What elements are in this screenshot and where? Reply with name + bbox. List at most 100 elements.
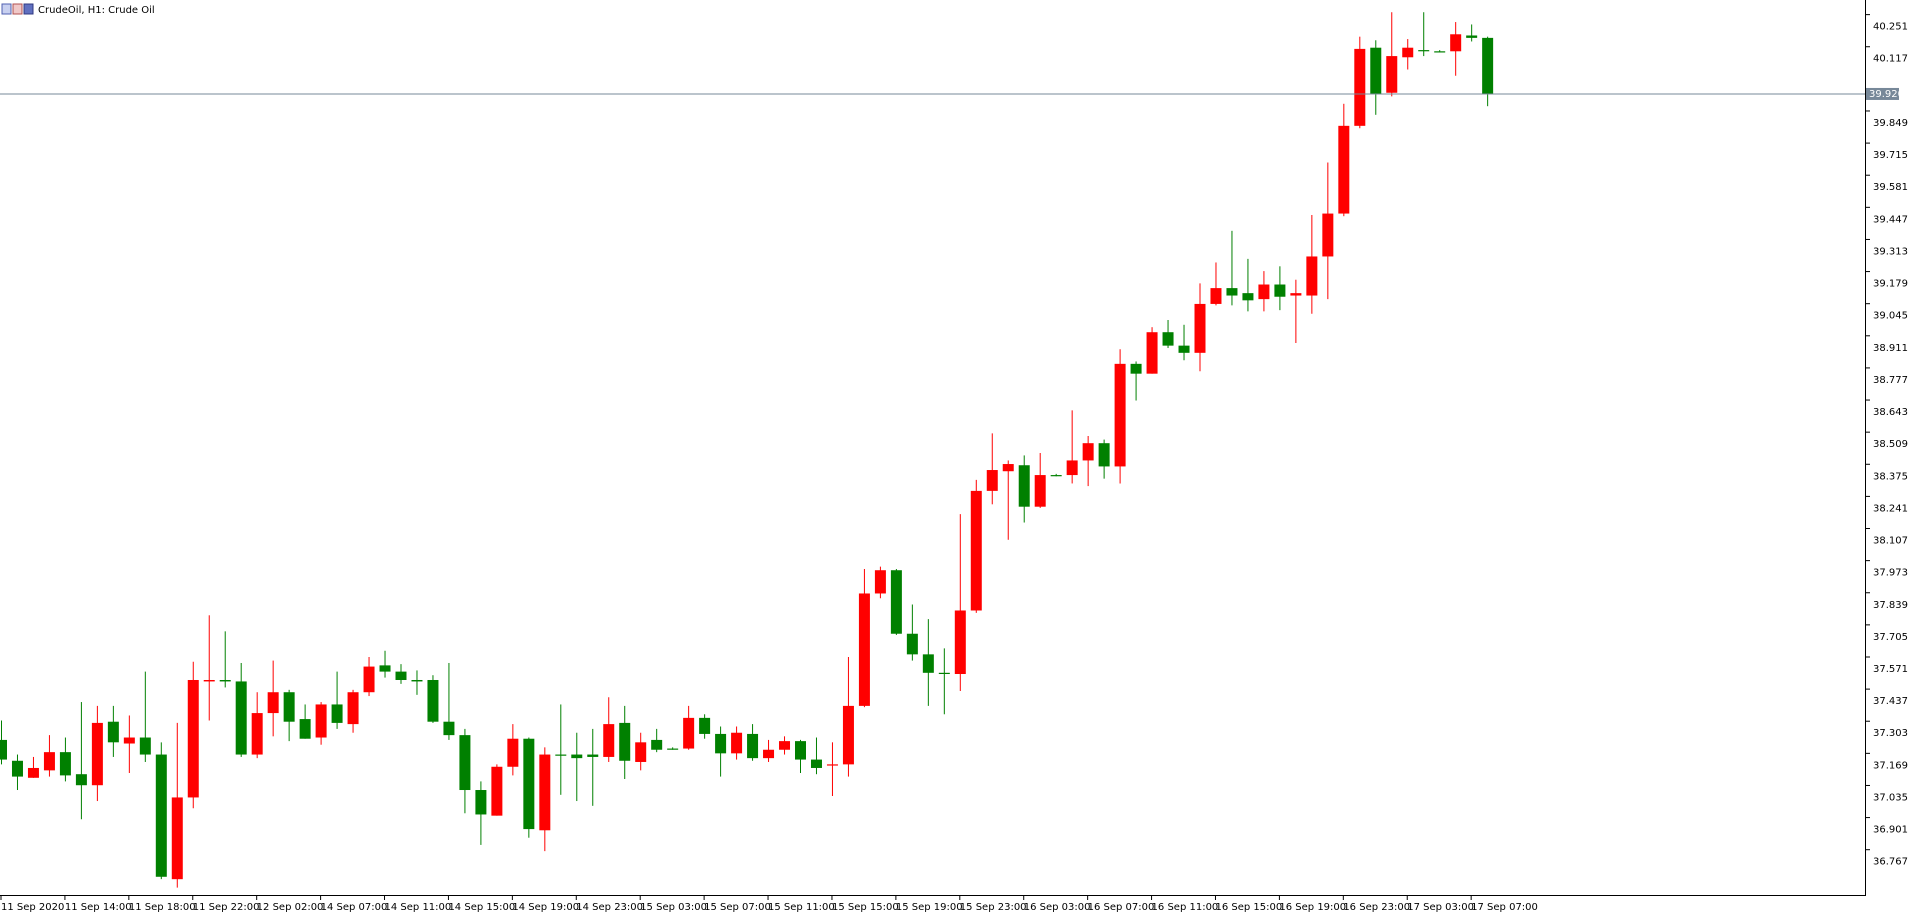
plot-area <box>0 12 1865 888</box>
candle-body <box>906 633 918 655</box>
x-tick-label: 16 Sep 23:00 <box>1343 902 1410 913</box>
candle-body <box>171 797 183 880</box>
candle-body <box>890 570 902 634</box>
x-tick-label: 12 Sep 02:00 <box>257 902 324 913</box>
candle-body <box>187 679 199 798</box>
y-tick-label: 39.581 <box>1873 182 1908 193</box>
candle-body <box>1482 37 1494 94</box>
candle-body <box>747 733 759 759</box>
candle-body <box>491 766 503 816</box>
y-tick-label: 37.169 <box>1873 760 1908 771</box>
x-tick-label: 15 Sep 07:00 <box>704 902 771 913</box>
candle-body <box>1034 475 1046 507</box>
candle-body <box>379 665 391 672</box>
candle-body <box>874 570 886 594</box>
candle-body <box>587 754 599 757</box>
candle-body <box>635 742 647 762</box>
y-tick-label: 39.715 <box>1873 150 1908 161</box>
candle-body <box>1434 51 1446 53</box>
candle-body <box>1098 443 1110 467</box>
chart-title: CrudeOil, H1: Crude Oil <box>38 5 155 16</box>
candle-body <box>970 490 982 611</box>
current-price-box <box>1866 87 1899 100</box>
candle-body <box>1290 293 1302 296</box>
y-tick-label: 39.447 <box>1873 214 1908 225</box>
candle-body <box>203 679 215 682</box>
x-tick-label: 14 Sep 11:00 <box>385 902 452 913</box>
candle-body <box>75 774 87 786</box>
candle-body <box>1402 47 1414 58</box>
candle-body <box>331 704 343 723</box>
y-tick-label: 37.571 <box>1873 664 1908 675</box>
candle-body <box>954 610 966 675</box>
candle-body <box>1306 256 1318 296</box>
candle-body <box>1258 284 1270 300</box>
x-tick-label: 11 Sep 22:00 <box>193 902 260 913</box>
candle-body <box>219 679 231 682</box>
candle-body <box>571 754 583 759</box>
candle-body <box>1082 443 1094 461</box>
y-tick-label: 39.849 <box>1873 118 1908 129</box>
candle-body <box>139 737 151 755</box>
candle-body <box>107 721 119 743</box>
candle-body <box>795 741 806 760</box>
x-tick-label: 14 Sep 19:00 <box>512 902 579 913</box>
candle-body <box>938 672 950 675</box>
candle-body <box>1242 293 1254 301</box>
candle-body <box>826 764 838 766</box>
candle-body <box>539 754 551 831</box>
candle-body <box>443 721 455 736</box>
candle-body <box>1226 288 1238 296</box>
candle-body <box>363 666 375 693</box>
x-tick-label: 15 Sep 11:00 <box>768 902 835 913</box>
x-tick-label: 17 Sep 07:00 <box>1471 902 1538 913</box>
x-tick-label: 14 Sep 15:00 <box>448 902 515 913</box>
y-tick-label: 38.375 <box>1873 471 1908 482</box>
y-tick-label: 38.107 <box>1873 536 1908 547</box>
candle-body <box>1130 363 1142 374</box>
y-tick-label: 37.839 <box>1873 600 1908 611</box>
x-tick-label: 16 Sep 11:00 <box>1152 902 1219 913</box>
x-tick-label: 16 Sep 15:00 <box>1215 902 1282 913</box>
x-tick-label: 11 Sep 2020 <box>1 902 64 913</box>
candle-body <box>651 739 663 750</box>
candle-body <box>810 759 822 768</box>
y-tick-label: 38.643 <box>1873 407 1908 418</box>
candle-body <box>283 692 295 722</box>
candle-body <box>475 790 487 815</box>
y-tick-label: 36.767 <box>1873 857 1908 868</box>
x-tick-label: 15 Sep 23:00 <box>960 902 1027 913</box>
candle-body <box>411 679 423 682</box>
candle-body <box>523 738 535 830</box>
candle-body <box>0 739 7 760</box>
candle-body <box>1386 56 1398 93</box>
candle-body <box>235 681 247 755</box>
candle-body <box>731 732 743 754</box>
candle-body <box>1114 363 1126 467</box>
y-tick-label: 40.117 <box>1873 54 1908 65</box>
candle-body <box>59 752 71 776</box>
candle-body <box>699 717 711 734</box>
candle-body <box>427 679 439 722</box>
y-tick-label: 38.911 <box>1873 343 1908 354</box>
x-tick-label: 15 Sep 03:00 <box>640 902 707 913</box>
candle-body <box>922 654 934 673</box>
x-tick-label: 15 Sep 19:00 <box>896 902 963 913</box>
candle-body <box>1210 288 1222 304</box>
candle-body <box>619 722 631 761</box>
candle-body <box>763 749 775 759</box>
x-tick-label: 15 Sep 15:00 <box>832 902 899 913</box>
candle-body <box>91 722 103 786</box>
candle-body <box>155 754 167 877</box>
x-tick-label: 14 Sep 23:00 <box>576 902 643 913</box>
candle-body <box>11 760 23 777</box>
candle-body <box>779 741 791 750</box>
candle-body <box>459 735 471 791</box>
candle-body <box>1146 332 1158 374</box>
candle-body <box>1466 35 1478 38</box>
x-tick-label: 14 Sep 07:00 <box>321 902 388 913</box>
candle-body <box>299 719 311 739</box>
candle-body <box>1018 465 1030 507</box>
